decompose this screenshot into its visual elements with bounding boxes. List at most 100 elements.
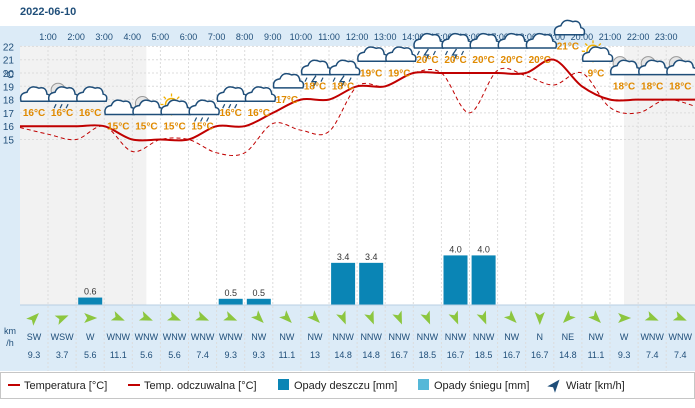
- cloudy-icon: [244, 86, 277, 102]
- temperature-label: 18°C: [332, 82, 354, 93]
- wind-arrow-icon: [110, 311, 125, 321]
- temperature-label: 19°C: [360, 68, 382, 79]
- wind-direction-label: W: [620, 332, 629, 342]
- cloudy-icon: [272, 72, 305, 89]
- cloudy-icon: [76, 86, 108, 102]
- temperature-label: 15°C: [191, 122, 213, 133]
- wind-arrow-icon: [503, 310, 517, 323]
- rain-drop: [416, 50, 420, 56]
- lightning-shape: [451, 48, 458, 62]
- rain-bar: [471, 255, 496, 305]
- cloud-shape: [188, 99, 220, 116]
- wind-arrow-icon: [392, 310, 402, 325]
- wind-arrow-shape: [364, 310, 374, 325]
- rain-drop: [222, 103, 226, 109]
- rain-value-label: 3.4: [337, 252, 350, 262]
- rain-bar: [331, 262, 356, 305]
- wind-direction-label: WNW: [107, 332, 131, 342]
- wind-direction-label: WSW: [51, 332, 74, 342]
- left-axis-band: [0, 26, 20, 371]
- wind-speed-label: 7.4: [674, 350, 687, 360]
- hour-label: 8:00: [236, 32, 254, 42]
- hour-label: 19:00: [543, 32, 566, 42]
- lightning-shape: [423, 48, 430, 62]
- wind-direction-label: WNW: [640, 332, 664, 342]
- sun-ray: [584, 43, 588, 47]
- wind-arrow-shape: [195, 311, 210, 321]
- temperature-label: 16°C: [248, 108, 270, 119]
- rain-bars: 0.6 0.5 0.5 3.4 3.4 4.0 4.0: [78, 244, 496, 305]
- rain-drop: [59, 103, 63, 109]
- wind-speed-label: 9.3: [224, 350, 237, 360]
- legend-box: [0, 372, 695, 399]
- wind-arrow-shape: [476, 310, 487, 325]
- wind-speed-label: 13: [310, 350, 320, 360]
- wind-speed-label: 18.5: [475, 350, 493, 360]
- temperature-label: 18°C: [304, 82, 326, 93]
- legend-label-temperature: Temperatura [°C]: [24, 380, 107, 392]
- y-tick-label: 15: [3, 136, 15, 147]
- wind-arrow-shape: [54, 315, 69, 325]
- wind-arrow-shape: [588, 310, 601, 323]
- wind-speed-label: 9.3: [253, 350, 266, 360]
- wind-direction-label: NNW: [389, 332, 411, 342]
- wind-arrow-shape: [84, 313, 98, 323]
- wind-arrow-icon: [336, 310, 346, 325]
- wind-arrow-shape: [534, 312, 545, 325]
- hour-label: 6:00: [180, 32, 198, 42]
- wind-direction-label: NNW: [332, 332, 354, 342]
- wind-speed-label: 11.1: [588, 350, 605, 360]
- rain-drop: [65, 103, 69, 109]
- hour-label: 22:00: [627, 32, 650, 42]
- lightning-shape: [338, 75, 346, 88]
- wind-arrow-icon: [138, 311, 153, 321]
- hour-label: 9:00: [264, 32, 282, 42]
- wind-arrow-shape: [251, 310, 264, 323]
- wind-speed-label: 18.5: [419, 350, 437, 360]
- night-shade: [20, 46, 147, 305]
- hour-label: 5:00: [152, 32, 170, 42]
- partly-sunny-icon: [160, 93, 192, 116]
- wind-direction-label: WNW: [163, 332, 187, 342]
- wind-arrow-shape: [336, 310, 346, 325]
- cloud-shape: [76, 86, 108, 102]
- lightning-shape: [310, 75, 318, 88]
- wind-arrow-shape: [279, 310, 292, 323]
- cloudy-night-icon: [609, 56, 642, 76]
- rain-drop: [53, 103, 57, 109]
- legend-label-rain: Opady deszczu [mm]: [294, 380, 397, 392]
- wind-arrow-shape: [562, 310, 576, 323]
- hour-label: 1:00: [39, 32, 57, 42]
- cloudy-night-icon: [666, 56, 695, 76]
- temperature-label: 20°C: [416, 55, 438, 66]
- rain-drop: [206, 117, 210, 122]
- wind-speed-label: 7.4: [646, 350, 659, 360]
- wind-arrow-icon: [448, 310, 459, 325]
- wind-direction-label: NNW: [417, 332, 439, 342]
- wind-arrow-shape: [420, 310, 431, 325]
- rain-bar: [443, 255, 468, 305]
- rain-bar: [246, 298, 271, 305]
- wind-direction-label: NNW: [473, 332, 495, 342]
- cloud-shape: [385, 46, 417, 63]
- wind-speed-label: 14.8: [559, 350, 577, 360]
- wind-arrow-shape: [547, 379, 560, 393]
- wind-speed-label: 3.7: [56, 350, 69, 360]
- temperature-label: 15°C: [135, 122, 157, 133]
- hour-label: 15:00: [430, 32, 453, 42]
- cloudy-night-icon: [132, 96, 164, 116]
- rain-bar: [359, 262, 384, 305]
- temperature-label: 18°C: [641, 82, 663, 93]
- wind-arrow-icon: [672, 311, 687, 321]
- cloud-shape: [272, 72, 305, 89]
- hour-label: 18:00: [514, 32, 537, 42]
- wind-arrow-shape: [167, 311, 181, 321]
- cloud-shape: [581, 46, 614, 63]
- wind-direction-label: W: [86, 332, 95, 342]
- wind-direction-label: WNW: [219, 332, 243, 342]
- wind-arrow-icon: [307, 310, 320, 323]
- rain-value-label: 0.6: [84, 287, 97, 297]
- rain-bar: [218, 298, 243, 305]
- hour-label: 17:00: [486, 32, 509, 42]
- temperature-label: 16°C: [23, 108, 45, 119]
